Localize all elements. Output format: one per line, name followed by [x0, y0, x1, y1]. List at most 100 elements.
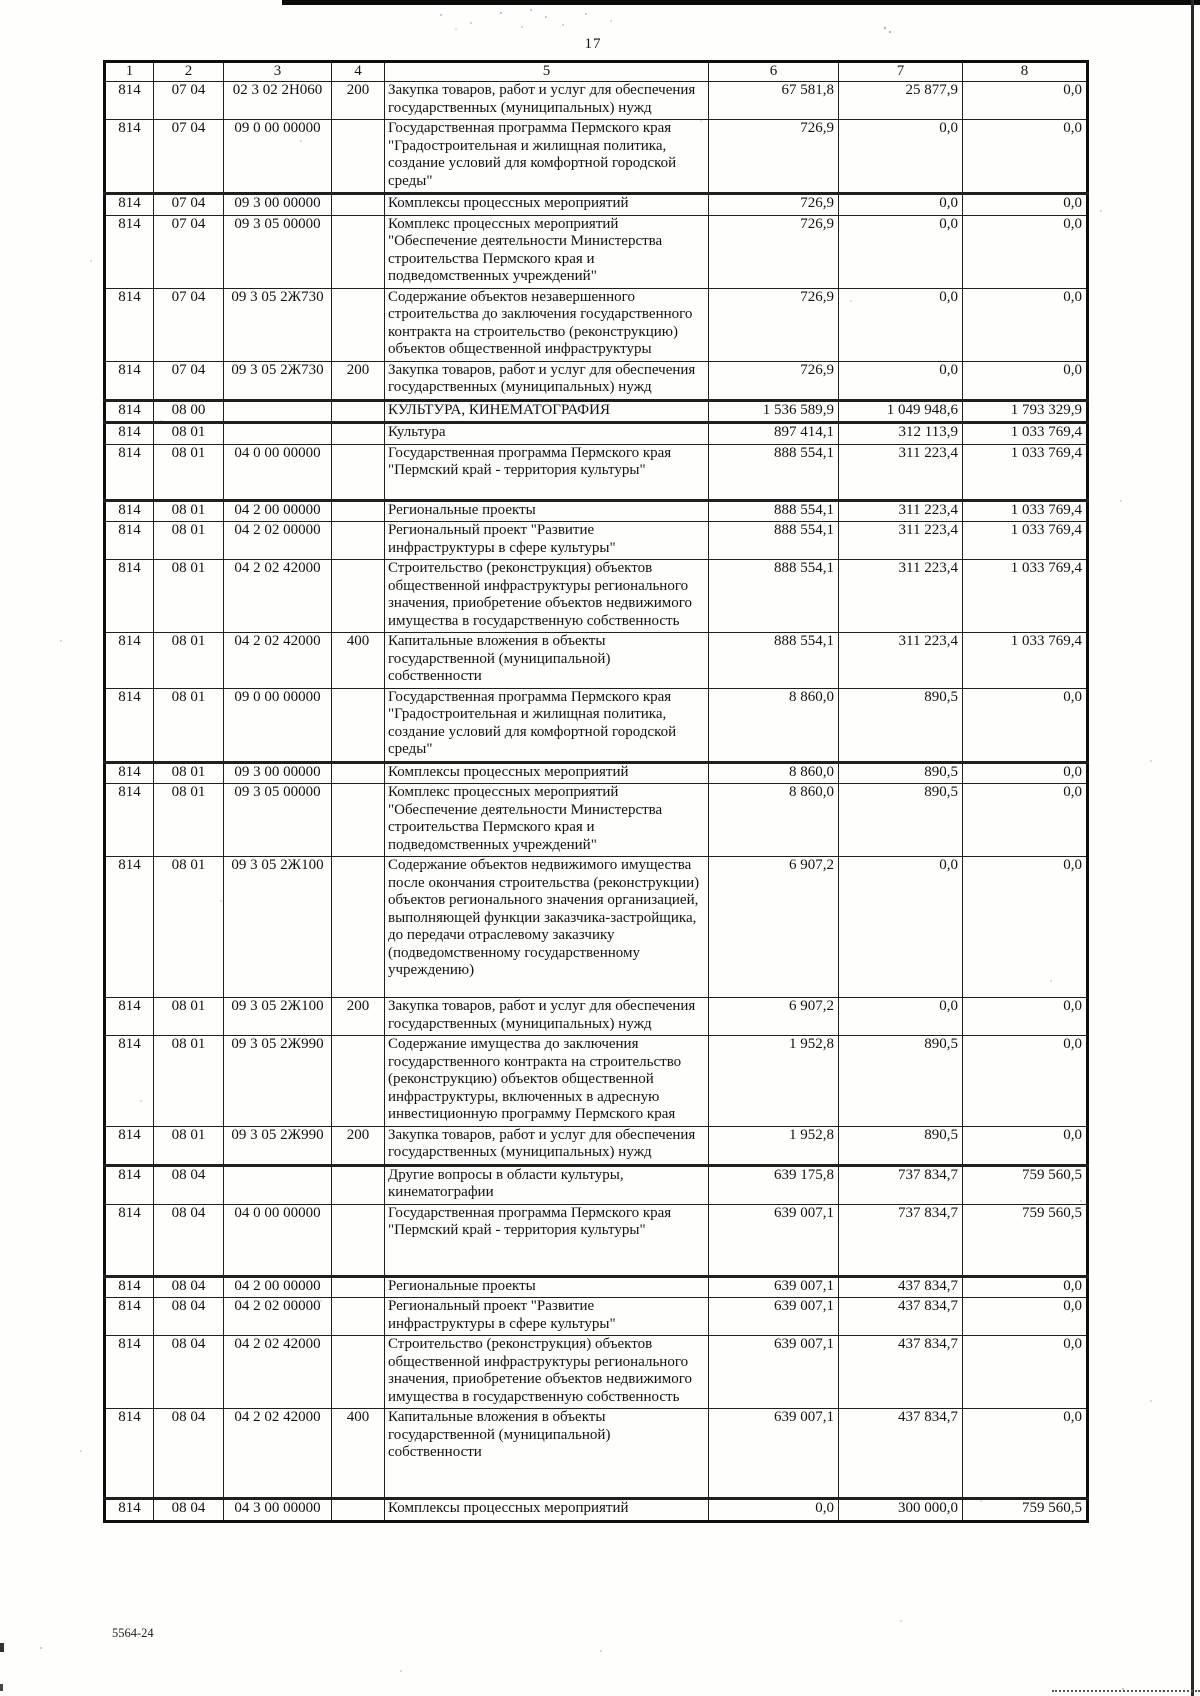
table-row: 814 08 04 04 3 00 00000 Комплексы процес… — [104, 1497, 1088, 1522]
target-article-code-cell: 04 0 00 00000 — [223, 1203, 332, 1277]
table-row: 814 08 04 04 2 02 00000 Региональный про… — [104, 1297, 1088, 1336]
section-subsection-cell: 08 01 — [153, 1125, 224, 1166]
section-subsection-cell: 08 01 — [153, 997, 224, 1036]
expense-type-code-cell — [331, 1297, 385, 1336]
expense-type-code-cell — [331, 856, 385, 998]
amount-col8-cell: 0,0 — [962, 1297, 1088, 1336]
section-subsection-cell: 08 04 — [153, 1497, 224, 1522]
amount-col7-cell: 0,0 — [838, 119, 963, 194]
grbs-code-cell: 814 — [104, 192, 154, 216]
table-row: 814 08 04 04 0 00 00000 Государственная … — [104, 1203, 1088, 1277]
document-footer-code: 5564-24 — [112, 1626, 154, 1640]
target-article-code-cell: 09 3 05 2Ж990 — [223, 1125, 332, 1166]
section-subsection-cell: 08 01 — [153, 856, 224, 998]
target-article-code-cell: 09 3 00 00000 — [223, 760, 332, 784]
target-article-code-cell — [223, 1163, 332, 1205]
expense-type-code-cell — [331, 192, 385, 216]
expense-type-code-cell: 400 — [331, 632, 385, 689]
section-subsection-cell: 07 04 — [153, 81, 224, 120]
amount-col7-cell: 1 049 948,6 — [838, 398, 963, 423]
target-article-code-cell: 04 2 02 00000 — [223, 1297, 332, 1336]
amount-col7-cell: 737 834,7 — [838, 1163, 963, 1205]
expense-type-code-cell — [331, 287, 385, 362]
amount-col8-cell: 0,0 — [962, 1335, 1088, 1409]
amount-col8-cell: 0,0 — [962, 192, 1088, 216]
amount-col8-cell: 1 033 769,4 — [962, 521, 1088, 560]
table-row: 814 08 04 04 2 02 42000 Строительство (р… — [104, 1335, 1088, 1409]
section-subsection-cell: 08 01 — [153, 760, 224, 784]
expense-name-cell: Закупка товаров, работ и услуг для обесп… — [384, 997, 709, 1036]
amount-col6-cell: 726,9 — [708, 214, 839, 289]
page-number: 17 — [584, 36, 602, 52]
expense-name-cell: Государственная программа Пермского края… — [384, 443, 709, 501]
section-subsection-cell: 08 01 — [153, 559, 224, 633]
amount-col8-cell: 759 560,5 — [962, 1497, 1088, 1522]
amount-col8-cell: 0,0 — [962, 81, 1088, 120]
grbs-code-cell: 814 — [104, 360, 154, 401]
expense-name-cell: Комплекс процессных мероприятий "Обеспеч… — [384, 783, 709, 857]
amount-col6-cell: 639 007,1 — [708, 1297, 839, 1336]
section-subsection-cell: 08 01 — [153, 443, 224, 501]
table-row: 814 08 04 04 2 00 00000 Региональные про… — [104, 1274, 1088, 1298]
section-subsection-cell: 08 01 — [153, 783, 224, 857]
amount-col6-cell: 8 860,0 — [708, 687, 839, 763]
expense-type-code-cell — [331, 1035, 385, 1127]
section-subsection-cell: 08 04 — [153, 1274, 224, 1298]
target-article-code-cell: 04 2 02 00000 — [223, 521, 332, 560]
amount-col8-cell: 1 033 769,4 — [962, 443, 1088, 501]
expense-name-cell: Комплексы процессных мероприятий — [384, 1497, 709, 1522]
amount-col8-cell: 1 033 769,4 — [962, 559, 1088, 633]
grbs-code-cell: 814 — [104, 1203, 154, 1277]
expense-type-code-cell — [331, 1203, 385, 1277]
table-row: 814 08 01 09 3 05 2Ж990 Содержание имуще… — [104, 1035, 1088, 1127]
column-header-5: 5 — [384, 61, 709, 82]
expense-name-cell: Другие вопросы в области культуры, кинем… — [384, 1163, 709, 1205]
grbs-code-cell: 814 — [104, 760, 154, 784]
amount-col6-cell: 888 554,1 — [708, 521, 839, 560]
expense-name-cell: Комплексы процессных мероприятий — [384, 760, 709, 784]
scan-noise-speckles — [0, 0, 2, 2]
amount-col7-cell: 300 000,0 — [838, 1497, 963, 1522]
grbs-code-cell: 814 — [104, 498, 154, 522]
amount-col6-cell: 726,9 — [708, 192, 839, 216]
amount-col7-cell: 0,0 — [838, 997, 963, 1036]
expense-type-code-cell — [331, 1335, 385, 1409]
grbs-code-cell: 814 — [104, 559, 154, 633]
expense-type-code-cell — [331, 443, 385, 501]
amount-col6-cell: 6 907,2 — [708, 997, 839, 1036]
amount-col7-cell: 437 834,7 — [838, 1408, 963, 1499]
table-row: 814 07 04 02 3 02 2Н060 200 Закупка това… — [104, 81, 1088, 120]
expense-name-cell: Региональные проекты — [384, 498, 709, 522]
target-article-code-cell: 09 0 00 00000 — [223, 687, 332, 763]
table-body: 814 07 04 02 3 02 2Н060 200 Закупка това… — [104, 81, 1088, 1522]
table-row: 814 08 01 04 0 00 00000 Государственная … — [104, 443, 1088, 501]
amount-col8-cell: 1 033 769,4 — [962, 632, 1088, 689]
amount-col7-cell: 437 834,7 — [838, 1297, 963, 1336]
expense-name-cell: Закупка товаров, работ и услуг для обесп… — [384, 81, 709, 120]
target-article-code-cell: 09 3 05 2Ж990 — [223, 1035, 332, 1127]
grbs-code-cell: 814 — [104, 1497, 154, 1522]
amount-col6-cell: 8 860,0 — [708, 783, 839, 857]
expense-type-code-cell — [331, 1274, 385, 1298]
grbs-code-cell: 814 — [104, 1125, 154, 1166]
amount-col6-cell: 726,9 — [708, 119, 839, 194]
amount-col8-cell: 759 560,5 — [962, 1203, 1088, 1277]
scan-artifact-right-edge-line — [1191, 0, 1194, 1696]
grbs-code-cell: 814 — [104, 287, 154, 362]
amount-col6-cell: 6 907,2 — [708, 856, 839, 998]
amount-col8-cell: 1 793 329,9 — [962, 398, 1088, 423]
amount-col7-cell: 311 223,4 — [838, 521, 963, 560]
target-article-code-cell — [223, 398, 332, 423]
section-subsection-cell: 08 04 — [153, 1408, 224, 1499]
target-article-code-cell: 04 2 02 42000 — [223, 1335, 332, 1409]
table-row: 814 07 04 09 3 05 00000 Комплекс процесс… — [104, 214, 1088, 289]
section-subsection-cell: 07 04 — [153, 360, 224, 401]
amount-col6-cell: 639 007,1 — [708, 1203, 839, 1277]
amount-col8-cell: 0,0 — [962, 287, 1088, 362]
expense-type-code-cell — [331, 1497, 385, 1522]
expense-type-code-cell — [331, 214, 385, 289]
expense-name-cell: КУЛЬТУРА, КИНЕМАТОГРАФИЯ — [384, 398, 709, 423]
section-subsection-cell: 07 04 — [153, 119, 224, 194]
expense-type-code-cell — [331, 498, 385, 522]
